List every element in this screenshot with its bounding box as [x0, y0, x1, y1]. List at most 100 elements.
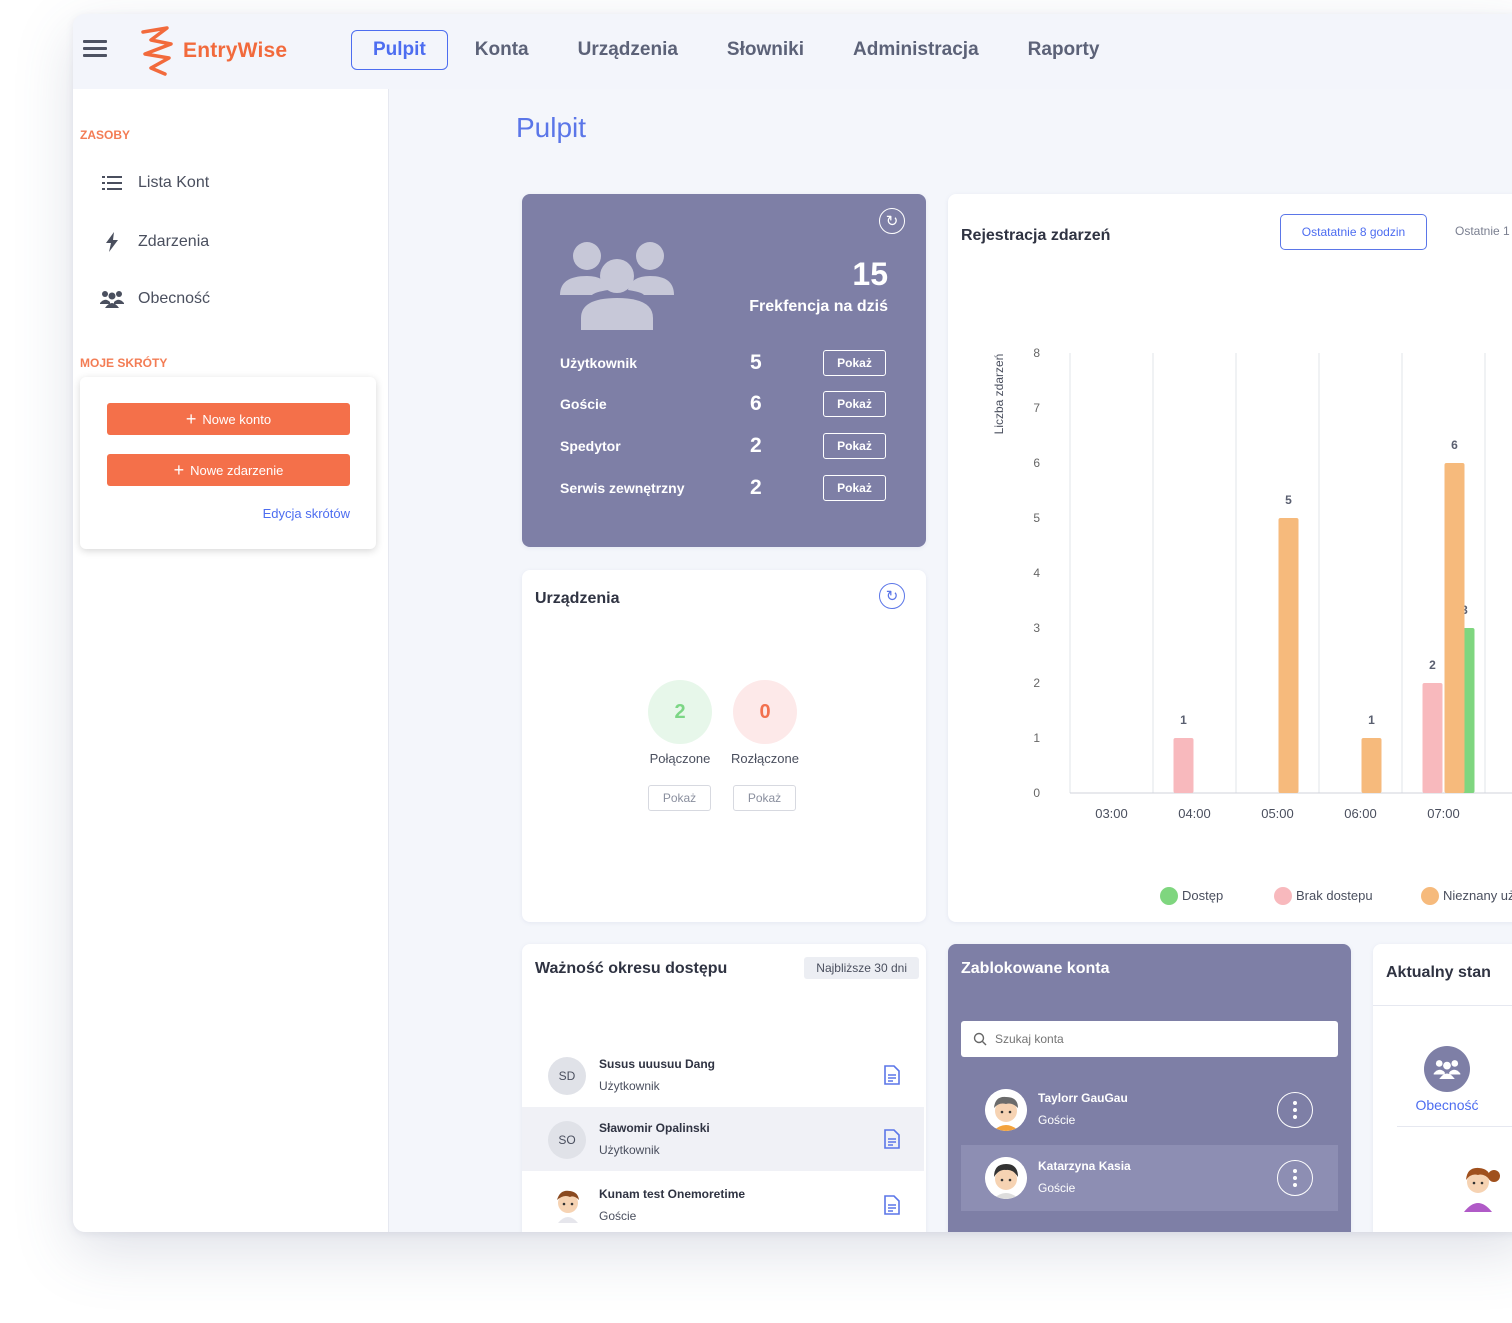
events-title: Rejestracja zdarzeń — [961, 227, 1111, 244]
new-account-button[interactable]: + Nowe konto — [107, 403, 350, 435]
new-event-button[interactable]: + Nowe zdarzenie — [107, 454, 350, 486]
show-disconnected-button[interactable]: Pokaż — [733, 785, 796, 811]
refresh-icon[interactable]: ↻ — [879, 583, 905, 609]
stat-value: 6 — [750, 392, 762, 415]
refresh-icon[interactable]: ↻ — [879, 208, 905, 234]
y-tick-label: 6 — [1033, 456, 1040, 470]
show-button[interactable]: Pokaż — [823, 391, 886, 417]
list-item[interactable]: Taylorr GauGau Goście — [961, 1077, 1338, 1143]
stat-label: Goście — [560, 396, 607, 412]
y-tick-label: 8 — [1033, 346, 1040, 360]
edit-shortcuts-link[interactable]: Edycja skrótów — [262, 506, 350, 521]
bar-value-label: 3 — [1461, 603, 1468, 617]
bar-value-label: 2 — [1429, 658, 1436, 672]
account-name: Taylorr GauGau — [1038, 1091, 1128, 1105]
attendance-tile-icon[interactable] — [1424, 1046, 1470, 1092]
stat-row-spedytor: Spedytor 2 Pokaż — [560, 432, 886, 460]
document-icon[interactable] — [884, 1065, 900, 1085]
y-tick-label: 4 — [1033, 566, 1040, 580]
list-item[interactable]: Kunam test Onemoretime Goście — [522, 1173, 924, 1232]
x-tick-label: 05:00 — [1261, 806, 1294, 821]
nav-konta[interactable]: Konta — [474, 39, 529, 60]
list-item[interactable]: SD Susus uuusuu Dang Użytkownik — [522, 1043, 924, 1107]
menu-icon[interactable] — [83, 40, 107, 58]
bar-value-label: 1 — [1180, 713, 1187, 727]
chart-bar — [1422, 683, 1443, 793]
show-connected-button[interactable]: Pokaż — [648, 785, 711, 811]
document-icon[interactable] — [884, 1195, 900, 1215]
nav-pulpit[interactable]: Pulpit — [351, 30, 448, 70]
x-tick-label: 07:00 — [1427, 806, 1460, 821]
search-field[interactable] — [961, 1021, 1338, 1057]
x-tick-label: 03:00 — [1095, 806, 1128, 821]
chart-bar — [1361, 738, 1382, 793]
nav-slowniki[interactable]: Słowniki — [726, 39, 804, 60]
connected-count: 2 — [648, 680, 712, 744]
disconnected-label: Rozłączone — [731, 751, 799, 766]
legend-label: Nieznany uż — [1443, 888, 1512, 903]
y-tick-label: 5 — [1033, 511, 1040, 525]
logo-text: EntryWise — [183, 39, 288, 62]
stat-row-goscie: Goście 6 Pokaż — [560, 390, 886, 418]
plus-icon: + — [185, 409, 197, 429]
show-button[interactable]: Pokaż — [823, 433, 886, 459]
person-name: Susus uuusuu Dang — [599, 1057, 716, 1071]
document-icon[interactable] — [884, 1129, 900, 1149]
sidebar-item-obecnosc[interactable]: Obecność — [100, 290, 210, 308]
show-button[interactable]: Pokaż — [823, 350, 886, 376]
sidebar-item-label: Obecność — [138, 290, 211, 307]
stat-row-serwis: Serwis zewnętrzny 2 Pokaż — [560, 474, 886, 502]
range-other-button[interactable]: Ostatnie 1 — [1455, 224, 1510, 238]
search-icon — [973, 1032, 987, 1046]
y-tick-label: 0 — [1033, 786, 1040, 800]
app-window: EntryWise Pulpit Konta Urządzenia Słowni… — [73, 14, 1512, 1232]
person-name: Kunam test Onemoretime — [599, 1187, 746, 1201]
nav-administracja[interactable]: Administracja — [853, 39, 979, 60]
stat-value: 5 — [750, 351, 762, 374]
show-button[interactable]: Pokaż — [823, 475, 886, 501]
y-tick-label: 3 — [1033, 621, 1040, 635]
nav-raporty[interactable]: Raporty — [1027, 39, 1100, 60]
y-tick-label: 7 — [1033, 401, 1040, 415]
list-icon — [100, 176, 124, 190]
search-input[interactable] — [995, 1032, 1315, 1046]
avatar: SO — [548, 1121, 586, 1159]
nav-urzadzenia[interactable]: Urządzenia — [577, 39, 678, 60]
legend-label: Dostęp — [1182, 888, 1223, 903]
more-options-icon[interactable] — [1277, 1092, 1313, 1128]
person-role: Użytkownik — [599, 1079, 660, 1093]
devices-card: Urządzenia ↻ 2 0 Połączone Rozłączone Po… — [522, 570, 926, 922]
stat-value: 2 — [750, 476, 762, 499]
attendance-tile-label[interactable]: Obecność — [1415, 1097, 1479, 1113]
sidebar-item-lista-kont[interactable]: Lista Kont — [100, 174, 209, 192]
list-item[interactable]: Katarzyna Kasia Goście — [961, 1145, 1338, 1211]
chart-bar — [1278, 518, 1299, 793]
boy-avatar — [557, 1190, 579, 1223]
blocked-card: Zablokowane konta Taylorr GauGau Goście … — [948, 944, 1351, 1232]
app-logo[interactable]: EntryWise — [139, 26, 287, 76]
blocked-title: Zablokowane konta — [961, 960, 1110, 977]
new-event-label: Nowe zdarzenie — [190, 462, 284, 478]
events-card: Rejestracja zdarzeń Ostatatnie 8 godzin … — [948, 194, 1512, 922]
person-name: Sławomir Opalinski — [599, 1121, 710, 1135]
stat-label: Serwis zewnętrzny — [560, 480, 685, 496]
range-8h-button[interactable]: Ostatatnie 8 godzin — [1280, 214, 1427, 250]
group-icon — [560, 242, 674, 330]
avatar: SD — [548, 1057, 586, 1095]
sidebar-item-label: Lista Kont — [138, 174, 210, 191]
connected-label: Połączone — [649, 751, 711, 766]
divider — [1397, 1126, 1512, 1127]
devices-title: Urządzenia — [535, 590, 620, 607]
validity-range-badge[interactable]: Najbliższe 30 dni — [804, 957, 919, 979]
legend-marker — [1160, 887, 1178, 905]
events-chart: Liczba zdarzeń 0 1 2 3 4 5 6 7 8 03:00 04:00 05:00 06… — [992, 346, 1512, 905]
resources-section-label: ZASOBY — [80, 128, 131, 142]
shortcuts-card: + Nowe konto + Nowe zdarzenie Edycja skr… — [80, 377, 376, 549]
shortcuts-section-label: MOJE SKRÓTY — [80, 356, 168, 370]
list-item[interactable]: SO Sławomir Opalinski Użytkownik — [522, 1107, 924, 1171]
current-state-card: Aktualny stan Obecność — [1373, 944, 1512, 1232]
more-options-icon[interactable] — [1277, 1160, 1313, 1196]
girl-avatar — [1464, 1167, 1500, 1212]
sidebar-item-zdarzenia[interactable]: Zdarzenia — [100, 232, 209, 252]
bar-value-label: 6 — [1451, 438, 1458, 452]
